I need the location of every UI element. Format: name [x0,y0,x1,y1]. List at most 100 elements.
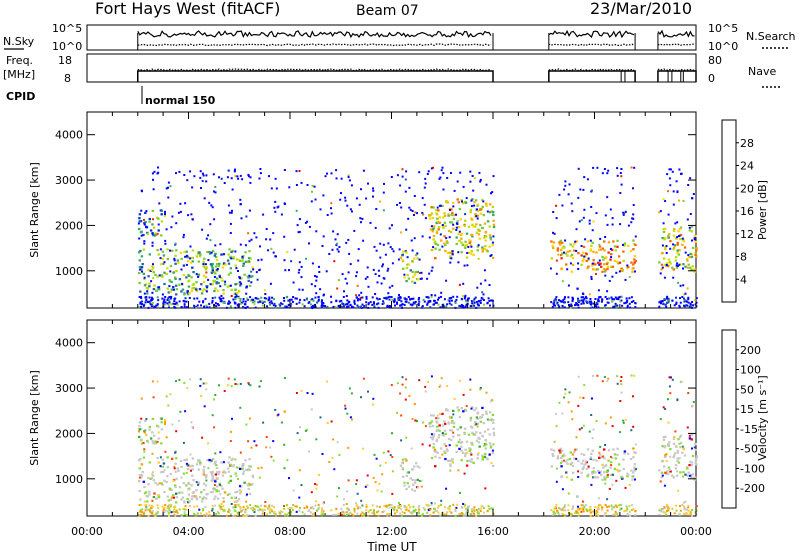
velocity-cell [167,512,170,515]
velocity-cell [295,392,298,394]
power-cell [213,276,216,278]
power-cell [440,291,443,294]
power-cell [336,248,339,251]
power-cell [186,293,190,296]
power-cell [620,183,623,186]
velocity-cell [241,514,244,516]
velocity-cell [679,471,682,474]
power-cell [590,206,593,208]
power-cell [152,271,155,274]
velocity-cell [491,413,495,416]
power-cell [571,245,575,248]
power-cell [600,265,603,268]
power-cell [272,232,275,235]
velocity-cell [182,441,185,444]
velocity-cell [605,464,608,467]
power-cell [694,240,697,244]
power-cell [174,262,177,265]
power-cell [462,185,465,188]
power-cell [185,300,188,303]
velocity-cell [667,473,670,476]
velocity-cell [183,459,186,462]
velocity-cell [147,514,150,517]
power-cell [178,278,182,281]
velocity-cell [373,453,376,456]
power-cell [564,184,567,187]
velocity-cell [550,448,553,451]
power-cell [441,225,445,228]
power-cell [138,251,141,254]
power-cell [685,258,689,261]
velocity-cell [191,474,194,477]
power-cell [457,232,460,236]
velocity-cell [140,397,143,400]
power-cell [346,204,349,207]
power-cell [348,179,351,182]
power-cell [583,176,586,179]
power-cell [227,169,230,172]
velocity-cell [462,393,465,396]
power-cell [413,214,415,216]
velocity-cell [590,452,593,455]
velocity-cell [599,445,602,448]
velocity-cell [450,421,453,425]
power-cell [672,276,675,279]
power-cell [383,277,386,280]
power-cell [629,306,632,309]
velocity-cell [193,514,196,517]
power-cell [632,217,635,220]
velocity-cell [393,506,396,509]
power-cell [174,242,177,245]
power-cell [230,211,233,214]
velocity-cell [435,509,438,512]
velocity-cell [390,504,393,506]
velocity-cell [630,469,633,472]
power-cell [168,299,171,302]
velocity-cell [625,505,628,508]
power-cell [144,296,147,299]
power-cell [443,235,446,238]
velocity-cell [321,510,324,513]
power-cell [465,256,469,259]
velocity-cell [206,514,208,517]
velocity-cell [203,465,206,468]
velocity-cell [682,475,684,478]
power-cell [578,220,581,223]
power-cell [167,291,170,294]
power-cell [690,268,693,271]
power-cell [451,253,454,256]
power-cell [449,297,451,300]
power-cell [331,248,334,251]
power-cell [609,247,612,250]
power-cell [447,214,450,217]
velocity-cell [156,511,159,514]
velocity-cell [561,455,564,458]
power-cell [608,297,611,300]
power-cell [300,276,303,279]
velocity-cell [396,510,399,513]
power-cell [463,297,466,300]
power-cell [156,172,159,175]
velocity-cell [580,427,583,430]
velocity-cell [479,388,482,391]
power-cell [203,197,206,200]
power-cell [400,303,403,306]
power-cell [682,199,685,202]
power-cell [457,201,460,204]
velocity-cell [597,469,600,472]
power-cell [208,201,211,204]
power-cell [660,268,663,271]
power-cell [555,217,558,220]
power-cell [467,245,470,248]
power-cell [257,301,260,304]
power-cell [186,291,189,294]
velocity-cell [460,445,463,448]
velocity-cell [210,479,213,482]
power-cell [632,204,635,206]
power-cell [614,296,617,299]
power-cell [583,297,586,300]
velocity-cell [578,428,581,431]
power-cell [476,214,480,217]
velocity-cell [571,471,575,474]
